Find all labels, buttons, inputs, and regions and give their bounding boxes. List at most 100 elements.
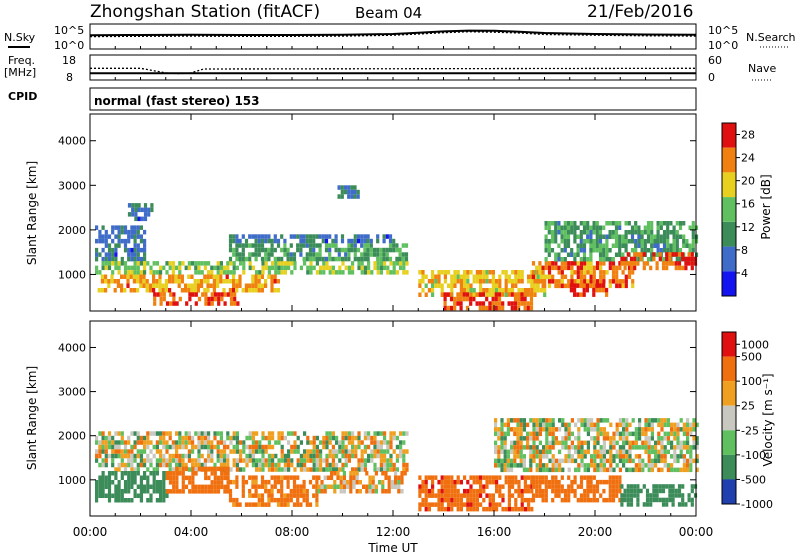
- cell: [437, 279, 441, 284]
- cell: [443, 484, 447, 489]
- cell: [349, 471, 353, 476]
- cell: [104, 493, 108, 498]
- cell: [353, 238, 357, 244]
- cell: [315, 502, 319, 507]
- cell: [608, 221, 612, 226]
- cell: [258, 458, 262, 463]
- cell: [517, 479, 521, 485]
- cell: [107, 440, 112, 445]
- cell: [107, 453, 112, 459]
- cell: [328, 449, 332, 454]
- cell: [583, 493, 587, 498]
- cell: [459, 292, 463, 297]
- cell: [687, 252, 691, 257]
- cell: [248, 243, 252, 248]
- cell: [107, 498, 112, 503]
- cell: [251, 440, 255, 445]
- cell: [656, 221, 660, 226]
- cell: [238, 256, 242, 262]
- cell: [328, 467, 332, 472]
- cell: [494, 305, 498, 311]
- cell: [602, 243, 606, 248]
- cell: [547, 230, 551, 235]
- cell: [212, 279, 216, 284]
- cell: [625, 431, 629, 437]
- cell: [217, 301, 221, 306]
- cell: [277, 435, 281, 441]
- cell: [101, 444, 105, 450]
- cell: [143, 203, 148, 208]
- cell: [611, 479, 616, 485]
- cell: [342, 489, 346, 494]
- cell: [675, 239, 679, 244]
- cell: [599, 265, 603, 271]
- cell: [264, 238, 268, 244]
- cell: [690, 256, 694, 262]
- cell: [271, 265, 275, 271]
- cell: [325, 265, 329, 271]
- cell: [303, 458, 307, 463]
- cell: [668, 488, 672, 494]
- cell: [598, 252, 603, 257]
- cell: [392, 467, 396, 472]
- cell: [542, 445, 546, 450]
- cell: [341, 462, 345, 468]
- cell: [628, 440, 632, 446]
- cell: [538, 279, 542, 284]
- cell: [229, 301, 234, 306]
- cell: [191, 480, 195, 485]
- cell: [351, 270, 355, 275]
- cell: [270, 493, 274, 498]
- cell: [530, 506, 534, 512]
- cell: [101, 440, 105, 445]
- cell: [100, 279, 104, 284]
- cell: [293, 261, 297, 266]
- cell: [498, 502, 502, 507]
- cell: [330, 484, 334, 489]
- cell: [463, 274, 467, 279]
- cell: [659, 221, 663, 226]
- cell: [315, 256, 319, 262]
- cell: [319, 440, 323, 445]
- cell: [267, 252, 271, 257]
- cell: [322, 435, 326, 441]
- cell: [354, 449, 358, 454]
- cell: [527, 475, 531, 480]
- cell: [235, 449, 239, 454]
- cell: [517, 279, 521, 284]
- cell: [608, 265, 612, 271]
- cell: [229, 296, 234, 302]
- cell: [491, 274, 495, 279]
- cell: [650, 467, 654, 473]
- cell: [111, 493, 115, 498]
- cell: [251, 265, 255, 271]
- cell: [360, 467, 364, 472]
- cell: [197, 265, 201, 271]
- cell: [318, 243, 322, 248]
- cell: [242, 467, 246, 472]
- cell: [644, 463, 648, 468]
- cell: [133, 475, 137, 480]
- cell: [242, 265, 246, 271]
- cell: [207, 458, 211, 463]
- cell: [101, 431, 105, 436]
- cell: [523, 288, 527, 293]
- cell: [513, 463, 517, 468]
- cell: [175, 480, 179, 485]
- cell: [507, 292, 511, 297]
- cell: [538, 449, 542, 455]
- cell: [374, 484, 378, 489]
- cell: [602, 248, 606, 253]
- cell: [137, 207, 141, 213]
- cell: [615, 493, 619, 498]
- cell: [352, 484, 356, 489]
- cell: [353, 234, 357, 239]
- cell: [335, 467, 339, 472]
- cell: [228, 488, 233, 494]
- cell: [379, 431, 383, 436]
- cell: [663, 445, 667, 450]
- cell: [520, 292, 524, 297]
- cell: [264, 449, 268, 454]
- cell: [392, 247, 396, 253]
- cell: [280, 431, 284, 436]
